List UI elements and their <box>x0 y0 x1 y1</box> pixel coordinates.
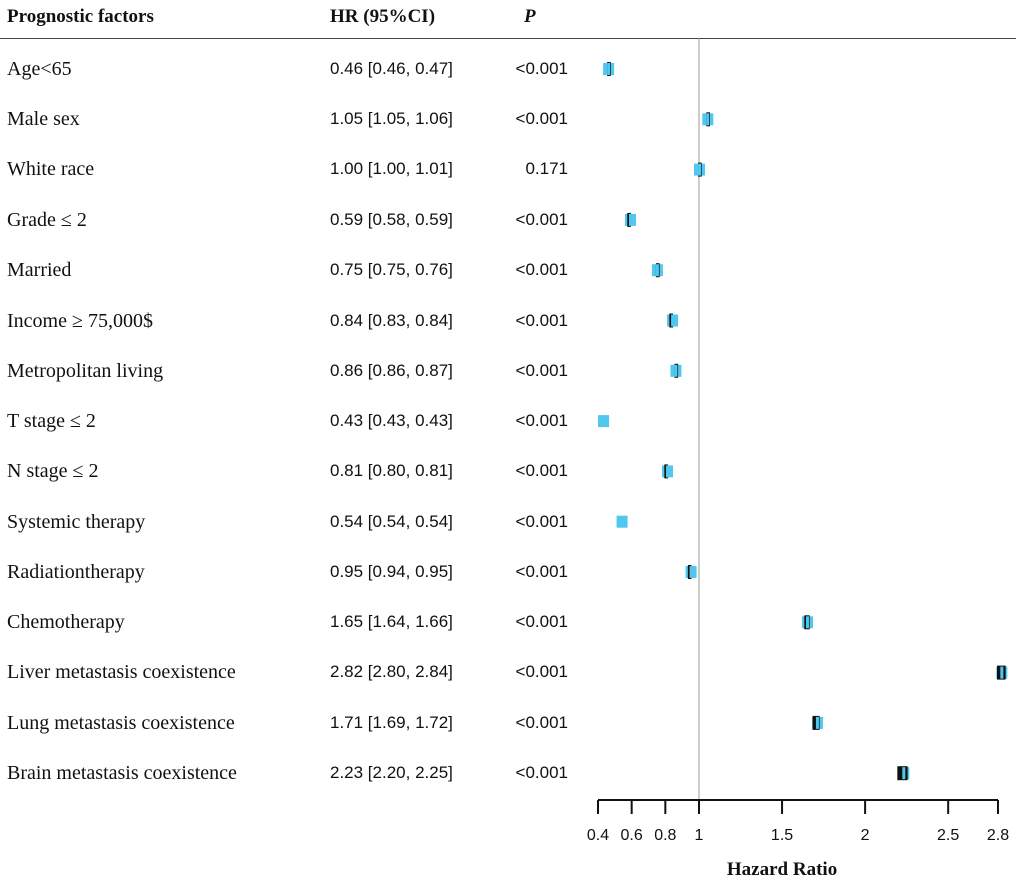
x-tick-label: 2.5 <box>937 827 959 844</box>
p-value: <0.001 <box>515 562 568 581</box>
hr-ci-value: 0.84 [0.83, 0.84] <box>330 311 453 330</box>
hr-ci-value: 0.81 [0.80, 0.81] <box>330 461 453 480</box>
factor-label: Metropolitan living <box>7 360 164 382</box>
x-tick-label: 2.8 <box>987 827 1009 844</box>
hr-marker-core <box>628 213 632 226</box>
factor-label: Married <box>7 259 72 281</box>
table-row: Metropolitan living 0.86 [0.86, 0.87] <0… <box>0 346 600 396</box>
hr-marker-core <box>815 716 819 729</box>
factor-label: T stage ≤ 2 <box>7 410 96 432</box>
hr-ci-value: 2.23 [2.20, 2.25] <box>330 763 453 782</box>
hr-ci-value: 0.59 [0.58, 0.59] <box>330 210 453 229</box>
hr-marker-core <box>698 163 701 176</box>
factor-label: N stage ≤ 2 <box>7 460 99 482</box>
table-row: Liver metastasis coexistence 2.82 [2.80,… <box>0 647 600 697</box>
x-tick-label: 0.4 <box>587 827 609 844</box>
table-row: Chemotherapy 1.65 [1.64, 1.66] <0.001 <box>0 597 600 647</box>
p-value: <0.001 <box>515 260 568 279</box>
hr-ci-value: 1.65 [1.64, 1.66] <box>330 612 453 631</box>
hr-ci-value: 0.95 [0.94, 0.95] <box>330 562 453 581</box>
hr-marker-core <box>805 616 809 629</box>
hr-ci-value: 0.54 [0.54, 0.54] <box>330 512 453 531</box>
hr-marker-core <box>706 113 710 126</box>
table-row: Systemic therapy 0.54 [0.54, 0.54] <0.00… <box>0 497 600 547</box>
factor-label: Systemic therapy <box>7 511 146 533</box>
hr-marker <box>598 415 610 428</box>
hr-marker-core <box>902 767 906 780</box>
hr-ci-value: 0.43 [0.43, 0.43] <box>330 411 453 430</box>
table-row: Married 0.75 [0.75, 0.76] <0.001 <box>0 245 600 295</box>
factor-label: Grade ≤ 2 <box>7 209 87 231</box>
hr-ci-value: 0.86 [0.86, 0.87] <box>330 361 453 380</box>
header-rule <box>0 38 1016 39</box>
p-value: <0.001 <box>515 512 568 531</box>
factor-label: Brain metastasis coexistence <box>7 762 237 784</box>
p-value: <0.001 <box>515 612 568 631</box>
p-value: <0.001 <box>515 59 568 78</box>
factor-label: Income ≥ 75,000$ <box>7 310 153 332</box>
x-axis-title: Hazard Ratio <box>727 859 837 880</box>
hr-marker-core <box>689 566 693 578</box>
hr-ci-value: 1.00 [1.00, 1.01] <box>330 159 453 178</box>
header-p: P <box>524 6 536 27</box>
x-tick-label: 1.5 <box>771 827 793 844</box>
p-value: 0.171 <box>525 159 568 178</box>
factor-label: Liver metastasis coexistence <box>7 661 236 683</box>
hr-marker <box>616 515 628 528</box>
hr-marker-core <box>671 314 675 327</box>
hr-marker-core <box>1000 666 1004 679</box>
hr-ci-value: 0.46 [0.46, 0.47] <box>330 59 453 78</box>
hr-marker-core <box>655 264 659 277</box>
p-value: <0.001 <box>515 763 568 782</box>
x-tick-label: 2 <box>861 827 870 844</box>
table-row: N stage ≤ 2 0.81 [0.80, 0.81] <0.001 <box>0 446 600 496</box>
x-tick-label: 0.8 <box>654 827 676 844</box>
table-row: Radiationtherapy 0.95 [0.94, 0.95] <0.00… <box>0 547 600 597</box>
header-factors: Prognostic factors <box>7 6 154 27</box>
hr-ci-value: 2.82 [2.80, 2.84] <box>330 662 453 681</box>
header-hr: HR (95%CI) <box>330 6 436 27</box>
table-row: Income ≥ 75,000$ 0.84 [0.83, 0.84] <0.00… <box>0 296 600 346</box>
factor-label: Male sex <box>7 108 80 130</box>
factor-label: Age<65 <box>7 58 72 80</box>
p-value: <0.001 <box>515 411 568 430</box>
p-value: <0.001 <box>515 311 568 330</box>
table-row: Age<65 0.46 [0.46, 0.47] <0.001 <box>0 44 600 94</box>
hr-marker-core <box>674 364 678 377</box>
hr-ci-value: 1.71 [1.69, 1.72] <box>330 713 453 732</box>
hr-ci-value: 1.05 [1.05, 1.06] <box>330 109 453 128</box>
p-value: <0.001 <box>515 210 568 229</box>
hr-marker-core <box>666 465 670 478</box>
x-tick-label: 0.6 <box>621 827 643 844</box>
factor-label: Lung metastasis coexistence <box>7 712 235 734</box>
table-row: White race 1.00 [1.00, 1.01] 0.171 <box>0 144 600 194</box>
table-row: Lung metastasis coexistence 1.71 [1.69, … <box>0 698 600 748</box>
table-row: T stage ≤ 2 0.43 [0.43, 0.43] <0.001 <box>0 396 600 446</box>
p-value: <0.001 <box>515 109 568 128</box>
table-row: Grade ≤ 2 0.59 [0.58, 0.59] <0.001 <box>0 195 600 245</box>
hr-marker-core <box>607 63 611 75</box>
table-row: Brain metastasis coexistence 2.23 [2.20,… <box>0 748 600 798</box>
factor-label: Chemotherapy <box>7 611 125 633</box>
table-row: Male sex 1.05 [1.05, 1.06] <0.001 <box>0 94 600 144</box>
x-tick-label: 1 <box>695 827 704 844</box>
p-value: <0.001 <box>515 461 568 480</box>
p-value: <0.001 <box>515 361 568 380</box>
p-value: <0.001 <box>515 713 568 732</box>
hr-ci-value: 0.75 [0.75, 0.76] <box>330 260 453 279</box>
factor-label: Radiationtherapy <box>7 561 145 583</box>
factor-label: White race <box>7 158 95 180</box>
p-value: <0.001 <box>515 662 568 681</box>
